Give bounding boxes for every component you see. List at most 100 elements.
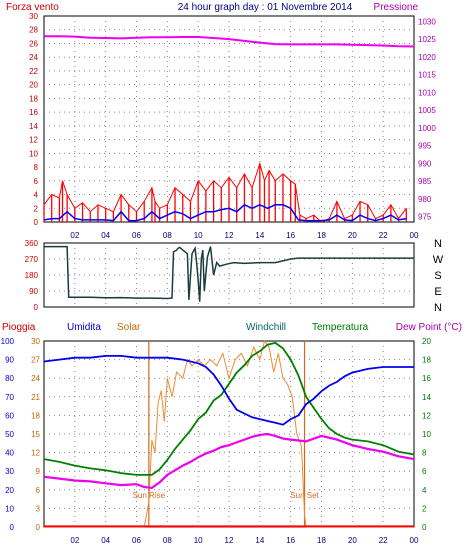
x-tick-label: 02 <box>70 231 79 240</box>
x-tick-label: 10 <box>194 536 203 545</box>
rain-label: Pioggia <box>2 322 36 333</box>
direction-tick-label: 360 <box>25 239 39 248</box>
x-tick-label: 02 <box>70 536 79 545</box>
x-tick-label: 06 <box>132 536 141 545</box>
right-tick-label: 995 <box>418 142 432 151</box>
wind-force-label: Forza vento <box>6 2 59 13</box>
right-tick-label: 980 <box>418 195 432 204</box>
left-tick-label: 6 <box>34 177 39 186</box>
right-tick-label: 1000 <box>418 124 436 133</box>
direction-tick-label: 270 <box>25 255 39 264</box>
temperature-line <box>43 341 415 476</box>
left-tick-label: 0 <box>34 218 39 227</box>
x-tick-label: 20 <box>348 231 357 240</box>
solar-tick-label: 21 <box>31 393 40 402</box>
temperature-tick-label: 8 <box>422 449 427 458</box>
temperature-label: Temperatura <box>312 322 369 333</box>
dewpoint-line <box>43 432 415 490</box>
solar-tick-label: 30 <box>31 337 40 346</box>
humidity-line <box>43 354 414 426</box>
temperature-tick-label: 4 <box>422 486 427 495</box>
wind-direction-line <box>44 245 414 302</box>
solar-tick-label: 18 <box>31 411 40 420</box>
panel-top: 0246810121416182022242628309759809859909… <box>29 12 436 240</box>
left-tick-label: 2 <box>34 204 39 213</box>
right-tick-label: 1010 <box>418 88 436 97</box>
x-tick-label: 18 <box>317 231 326 240</box>
left-tick-label: 8 <box>34 163 39 172</box>
dewpoint-label: Dew Point (°C) <box>396 322 462 333</box>
left-tick-label: 18 <box>29 94 38 103</box>
humidity-label: Umidita <box>67 322 101 333</box>
temperature-tick-label: 0 <box>422 523 427 532</box>
solar-tick-label: 0 <box>36 523 41 532</box>
temperature-tick-label: 10 <box>422 430 431 439</box>
solar-label: Solar <box>117 322 141 333</box>
compass-label: E <box>434 286 441 298</box>
humidity-tick-label: 20 <box>5 486 14 495</box>
right-tick-label: 1005 <box>418 106 436 115</box>
humidity-tick-label: 50 <box>5 430 14 439</box>
compass-label: W <box>433 254 444 266</box>
left-tick-label: 4 <box>34 191 39 200</box>
solar-tick-label: 6 <box>36 486 41 495</box>
x-tick-label: 08 <box>163 536 172 545</box>
panel-bottom: Pioggia Umidita Solar Windchill Temperat… <box>1 322 462 545</box>
wind-force-line <box>43 161 407 223</box>
x-tick-label: 04 <box>101 536 110 545</box>
solar-tick-label: 12 <box>31 449 40 458</box>
humidity-tick-label: 70 <box>5 393 14 402</box>
left-tick-label: 26 <box>29 39 38 48</box>
left-tick-label: 20 <box>29 81 38 90</box>
solar-tick-label: 27 <box>31 356 40 365</box>
right-tick-label: 990 <box>418 159 432 168</box>
temperature-tick-label: 12 <box>422 411 431 420</box>
right-tick-label: 1020 <box>418 53 436 62</box>
x-tick-label: 18 <box>317 536 326 545</box>
x-tick-label: 16 <box>286 536 295 545</box>
temperature-tick-label: 14 <box>422 393 431 402</box>
humidity-tick-label: 100 <box>1 337 15 346</box>
temperature-tick-label: 18 <box>422 356 431 365</box>
x-tick-label: 00 <box>410 536 419 545</box>
direction-tick-label: 0 <box>34 303 39 312</box>
wind-gust-line <box>43 203 407 222</box>
humidity-tick-label: 40 <box>5 449 14 458</box>
x-tick-label: 22 <box>379 231 388 240</box>
compass-label: S <box>434 270 441 282</box>
pressure-label: Pressione <box>374 2 419 13</box>
right-tick-label: 985 <box>418 177 432 186</box>
humidity-tick-label: 10 <box>5 504 14 513</box>
x-tick-label: 06 <box>132 231 141 240</box>
compass-label: N <box>434 238 442 250</box>
left-tick-label: 30 <box>29 12 38 21</box>
x-tick-label: 12 <box>225 536 234 545</box>
temperature-tick-label: 16 <box>422 374 431 383</box>
pressure-line <box>44 35 415 48</box>
x-tick-label: 14 <box>255 231 264 240</box>
x-tick-label: 20 <box>348 536 357 545</box>
left-tick-label: 28 <box>29 26 38 35</box>
x-tick-label: 16 <box>286 231 295 240</box>
x-tick-label: 12 <box>225 231 234 240</box>
temperature-tick-label: 20 <box>422 337 431 346</box>
humidity-tick-label: 80 <box>5 374 14 383</box>
humidity-tick-label: 30 <box>5 467 14 476</box>
left-tick-label: 10 <box>29 149 38 158</box>
solar-tick-label: 24 <box>31 374 40 383</box>
windchill-label: Windchill <box>246 322 286 333</box>
humidity-tick-label: 60 <box>5 411 14 420</box>
x-tick-label: 04 <box>101 231 110 240</box>
direction-tick-label: 180 <box>25 271 39 280</box>
solar-tick-label: 3 <box>36 504 41 513</box>
x-tick-label: 14 <box>255 536 264 545</box>
compass-label: N <box>434 302 442 314</box>
sun-marker-label: Sun Set <box>290 491 319 500</box>
right-tick-label: 1030 <box>418 17 436 26</box>
left-tick-label: 22 <box>29 67 38 76</box>
right-tick-label: 975 <box>418 213 432 222</box>
x-tick-label: 22 <box>379 536 388 545</box>
solar-tick-label: 15 <box>31 430 40 439</box>
